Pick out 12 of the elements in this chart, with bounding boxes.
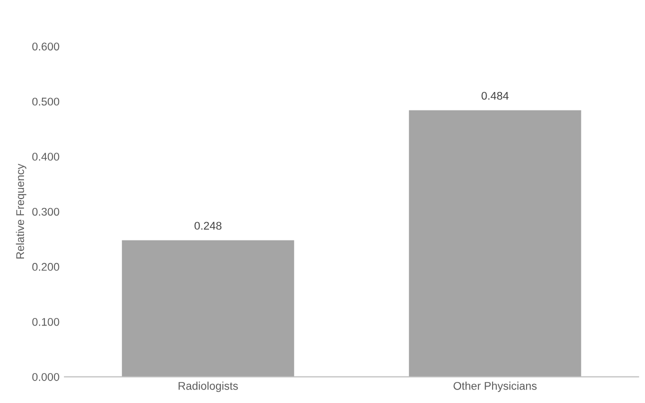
- data-label: 0.248: [194, 222, 222, 230]
- data-label: 0.484: [482, 92, 509, 100]
- x-tick-label: Radiologists: [178, 382, 238, 392]
- y-axis-title: Relative Frequency: [16, 164, 26, 259]
- y-tick-label: 0.400: [32, 152, 60, 161]
- y-tick-label: 0.000: [32, 373, 60, 381]
- x-tick-label: Other Physicians: [454, 382, 537, 392]
- y-tick-label: 0.100: [32, 318, 60, 326]
- y-tick-label: 0.300: [32, 208, 60, 216]
- y-tick-label: 0.600: [32, 42, 60, 50]
- y-tick-label: 0.500: [32, 98, 60, 106]
- y-tick-label: 0.200: [32, 262, 60, 271]
